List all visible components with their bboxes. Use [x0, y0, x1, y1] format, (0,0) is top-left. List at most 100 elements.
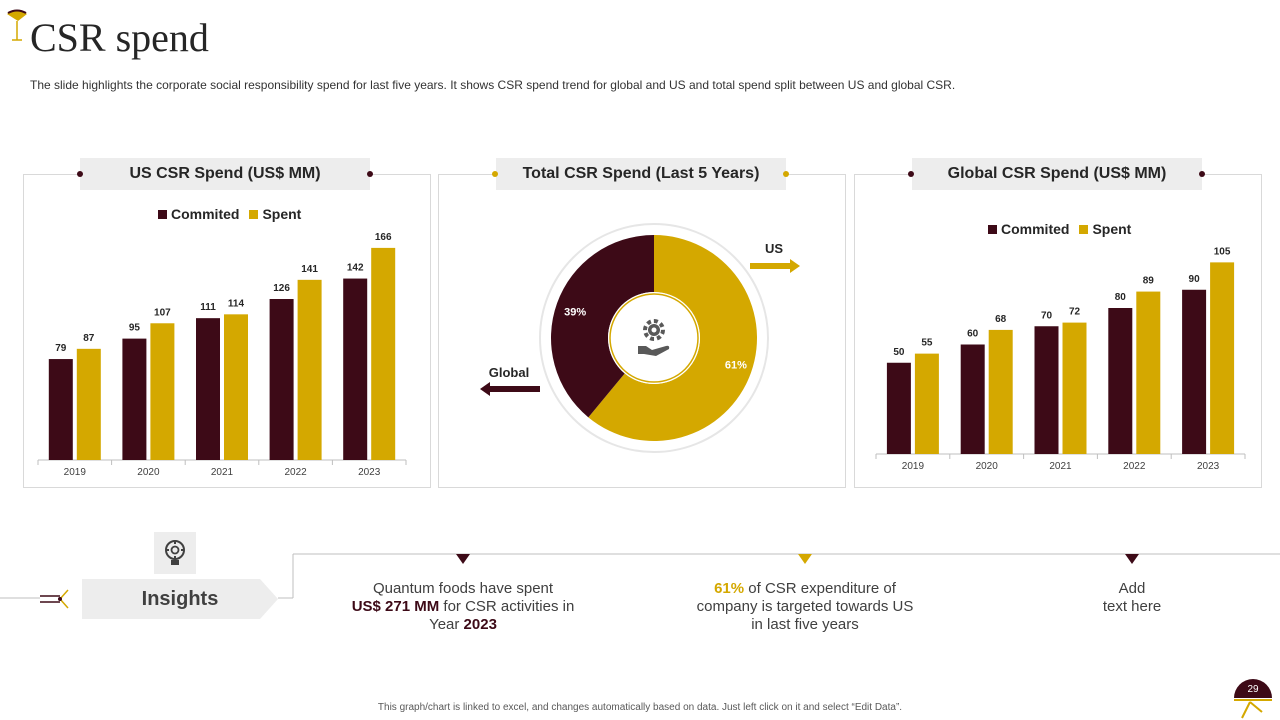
page-badge-icon	[1234, 679, 1272, 719]
us-arrow-icon	[750, 259, 800, 273]
bar-commited-2023	[343, 278, 368, 460]
insight-3-line2: text here	[1102, 598, 1162, 615]
bar-commited-2021	[1034, 326, 1059, 454]
data-label-commited-2020: 60	[967, 329, 979, 340]
data-label-commited-2021: 111	[200, 302, 216, 313]
data-label-spent-2021: 114	[228, 298, 245, 309]
x-tick-label-2020: 2020	[137, 467, 160, 478]
insight-1-year: 2023	[463, 616, 497, 633]
logo-icon	[7, 9, 27, 41]
x-tick-label-2019: 2019	[902, 461, 925, 472]
data-label-spent-2019: 87	[83, 333, 95, 344]
data-label-spent-2019: 55	[921, 338, 933, 349]
bar-spent-2020	[150, 323, 175, 460]
bar-spent-2023	[1210, 262, 1235, 454]
insight-1-line1: Quantum foods have spent	[372, 580, 554, 597]
insight-2-line1: 61% of CSR expenditure of	[685, 580, 925, 598]
page-title: CSR spend	[30, 15, 209, 60]
insights-tag	[82, 579, 278, 619]
donut-hole-ring	[609, 293, 699, 383]
gear-teeth	[643, 319, 665, 341]
data-label-commited-2020: 95	[129, 323, 141, 334]
global-title-right-dot	[1199, 171, 1205, 177]
insight-marker-3	[1125, 554, 1139, 564]
legend-label-spent: Spent	[1092, 221, 1132, 237]
global-chart-title: Global CSR Spend (US$ MM)	[912, 158, 1202, 190]
hand-shape	[638, 345, 670, 356]
insight-text-2: 61% of CSR expenditure of company is tar…	[685, 580, 925, 634]
page-number: 29	[1247, 684, 1259, 695]
global-annotation: Global	[489, 365, 529, 380]
data-label-commited-2022: 126	[273, 283, 290, 294]
gear-hub	[651, 327, 657, 333]
insight-2-line3: in last five years	[751, 616, 859, 633]
legend-label-commited: Commited	[1001, 221, 1070, 237]
x-tick-label-2019: 2019	[64, 467, 87, 478]
x-tick-label-2020: 2020	[976, 461, 999, 472]
bar-spent-2021	[1062, 322, 1087, 454]
legend-item-spent: Spent	[249, 206, 301, 222]
page-subtitle: The slide highlights the corporate socia…	[30, 78, 956, 92]
data-label-spent-2021: 72	[1069, 307, 1081, 318]
bar-commited-2020	[960, 344, 985, 454]
insight-marker-1	[456, 554, 470, 564]
bar-commited-2019	[48, 359, 73, 460]
legend-label-commited: Commited	[171, 206, 240, 222]
bar-spent-2019	[914, 353, 939, 454]
global-chart-legend: Commited Spent	[988, 221, 1131, 237]
data-label-spent-2020: 107	[154, 307, 171, 318]
x-tick-label-2022: 2022	[284, 467, 307, 478]
data-label-commited-2019: 50	[893, 347, 905, 358]
lightbulb-gear-icon	[165, 540, 185, 565]
insight-3-line1: Add	[1118, 580, 1146, 597]
total-chart-title: Total CSR Spend (Last 5 Years)	[496, 158, 786, 190]
data-label-spent-2020: 68	[995, 314, 1007, 325]
data-label-commited-2023: 142	[347, 263, 364, 274]
global-title-left-dot	[908, 171, 914, 177]
total-donut-chart: 61% 39% US Global	[480, 223, 800, 453]
data-label-spent-2022: 141	[301, 264, 318, 275]
global-bar-chart: 50 55 2019 60 68 2020 70 72 2021 80 89 2022 90 105 202…	[875, 246, 1246, 472]
bar-spent-2022	[297, 279, 322, 460]
insight-1-year-pre: Year	[429, 616, 464, 633]
us-chart-legend: Commited Spent	[158, 206, 301, 222]
bar-commited-2022	[1108, 308, 1133, 454]
bar-spent-2019	[76, 348, 101, 460]
insight-1-line3: Year 2023	[343, 616, 583, 634]
bar-commited-2019	[886, 362, 911, 454]
network-branch-icon	[40, 589, 69, 609]
bar-commited-2021	[196, 318, 220, 460]
us-bar-chart: 79 87 2019 95 107 2020 111 114 2021 126 141 2022 142…	[37, 232, 407, 478]
insights-label: Insights	[141, 588, 219, 610]
us-annotation: US	[765, 241, 783, 256]
bar-commited-2023	[1182, 289, 1207, 454]
donut-outer-ring	[539, 223, 769, 453]
legend-label-spent: Spent	[262, 206, 302, 222]
legend-item-commited: Commited	[158, 206, 239, 222]
insight-1-mid: for CSR activities in	[439, 598, 575, 615]
us-chart-title: US CSR Spend (US$ MM)	[80, 158, 370, 190]
donut-slice-us	[588, 235, 757, 441]
bar-spent-2021	[224, 314, 248, 460]
data-label-commited-2021: 70	[1041, 310, 1053, 321]
bar-commited-2020	[122, 338, 147, 460]
donut-label-us: 61%	[725, 360, 747, 372]
donut-label-global: 39%	[564, 306, 586, 318]
data-label-commited-2022: 80	[1115, 292, 1127, 303]
insight-1-amount: US$ 271 MM	[351, 598, 440, 615]
insight-2-rest1: of CSR expenditure of	[744, 580, 896, 597]
x-tick-label-2021: 2021	[211, 467, 234, 478]
global-arrow-icon	[480, 382, 540, 396]
legend-item-spent: Spent	[1079, 221, 1131, 237]
gear-hand-icon	[638, 319, 670, 356]
bar-commited-2022	[269, 299, 294, 460]
insight-2-line2: company is targeted towards US	[696, 598, 914, 615]
x-tick-label-2021: 2021	[1049, 461, 1072, 472]
total-title-right-dot	[783, 171, 789, 177]
bar-spent-2023	[371, 247, 396, 460]
x-tick-label-2023: 2023	[1197, 461, 1220, 472]
bar-spent-2022	[1136, 291, 1161, 454]
data-label-spent-2023: 166	[375, 232, 392, 243]
bar-spent-2020	[988, 329, 1013, 454]
legend-item-commited: Commited	[988, 221, 1069, 237]
